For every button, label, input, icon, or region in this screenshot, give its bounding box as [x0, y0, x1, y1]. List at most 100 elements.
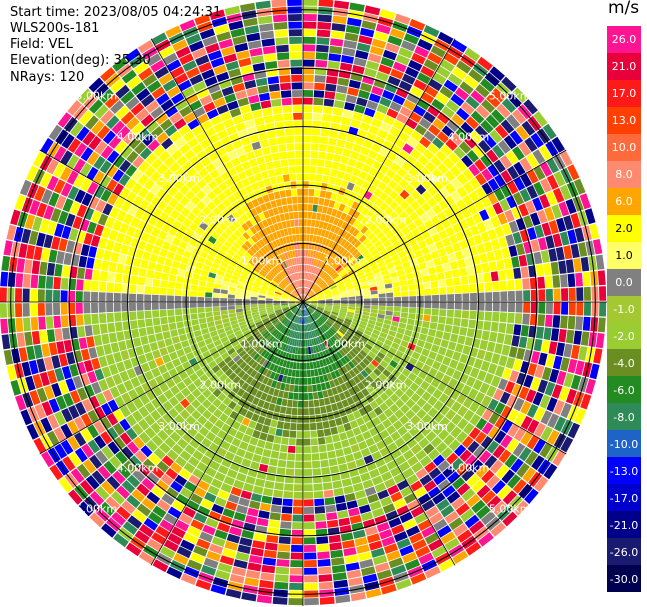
velocity-cell [375, 71, 389, 82]
velocity-cell [364, 329, 372, 336]
velocity-cell [147, 261, 156, 271]
velocity-cell [447, 215, 458, 226]
velocity-cell [343, 422, 352, 432]
velocity-cell [352, 184, 361, 194]
velocity-cell [216, 147, 227, 158]
velocity-cell [311, 135, 320, 144]
velocity-cell [318, 236, 324, 245]
velocity-cell [424, 532, 440, 545]
velocity-cell [162, 424, 174, 436]
velocity-cell [238, 497, 250, 507]
velocity-cell [319, 282, 326, 288]
velocity-cell [373, 111, 386, 122]
velocity-cell [507, 312, 515, 324]
velocity-cell [368, 167, 379, 177]
velocity-cell [383, 378, 393, 388]
velocity-cell [303, 309, 306, 317]
velocity-cell [268, 336, 275, 343]
velocity-cell [352, 384, 361, 394]
velocity-cell [412, 539, 427, 551]
velocity-cell [469, 130, 483, 144]
velocity-cell [274, 482, 284, 491]
velocity-cell [404, 348, 414, 357]
velocity-cell [206, 201, 217, 211]
velocity-cell [252, 397, 260, 406]
velocity-cell [416, 256, 425, 264]
velocity-cell [341, 273, 349, 279]
velocity-cell [225, 268, 234, 275]
velocity-cell [110, 251, 120, 263]
velocity-cell [437, 479, 451, 492]
velocity-cell [328, 200, 336, 208]
velocity-cell [368, 351, 377, 359]
velocity-cell [225, 588, 242, 599]
velocity-cell [335, 594, 351, 604]
velocity-cell [413, 160, 424, 172]
velocity-cell [453, 146, 466, 159]
velocity-cell [339, 271, 347, 277]
velocity-cell [76, 463, 91, 479]
velocity-cell [303, 0, 318, 6]
velocity-cell [162, 354, 172, 364]
velocity-cell [450, 389, 461, 401]
velocity-cell [401, 73, 416, 85]
velocity-cell [239, 235, 247, 243]
velocity-cell [444, 537, 460, 551]
velocity-cell [269, 327, 277, 334]
velocity-cell [137, 240, 147, 251]
velocity-cell [211, 503, 224, 515]
velocity-cell [292, 522, 303, 530]
velocity-cell [281, 306, 289, 309]
velocity-cell [293, 315, 297, 323]
velocity-cell [126, 225, 137, 237]
velocity-cell [308, 307, 314, 313]
velocity-cell [200, 455, 212, 466]
velocity-cell [290, 283, 295, 290]
velocity-cell [294, 219, 299, 227]
velocity-cell [492, 202, 504, 215]
velocity-cell [91, 302, 99, 314]
velocity-cell [303, 514, 315, 522]
velocity-cell [573, 178, 586, 195]
velocity-cell [357, 326, 365, 333]
velocity-cell [325, 504, 337, 513]
velocity-cell [255, 345, 263, 353]
velocity-cell [522, 313, 530, 325]
velocity-cell [252, 109, 263, 119]
velocity-cell [386, 292, 394, 298]
velocity-cell [280, 382, 286, 391]
velocity-cell [341, 196, 349, 205]
velocity-cell [274, 277, 281, 283]
velocity-cell [258, 463, 269, 473]
velocity-cell [328, 281, 336, 287]
velocity-cell [108, 135, 122, 149]
velocity-cell [575, 272, 583, 287]
velocity-cell [114, 283, 122, 293]
velocity-cell [125, 542, 142, 557]
velocity-cell [93, 185, 106, 199]
velocity-cell [21, 361, 32, 377]
velocity-cell [65, 240, 76, 253]
velocity-cell [207, 180, 218, 190]
velocity-cell [315, 513, 326, 522]
velocity-cell [114, 196, 125, 209]
velocity-cell [456, 173, 468, 186]
velocity-cell [185, 244, 195, 253]
velocity-cell [233, 253, 242, 261]
velocity-cell [188, 155, 200, 167]
velocity-cell [203, 173, 214, 184]
velocity-cell [331, 325, 338, 332]
velocity-cell [282, 306, 289, 310]
velocity-cell [348, 369, 357, 378]
velocity-cell [539, 394, 551, 409]
velocity-cell [382, 49, 397, 61]
velocity-cell [498, 322, 507, 334]
velocity-cell [559, 184, 572, 201]
velocity-cell [393, 306, 401, 312]
velocity-cell [289, 313, 295, 320]
velocity-cell [410, 480, 423, 492]
velocity-cell [314, 506, 326, 514]
velocity-cell [243, 296, 251, 300]
velocity-cell [244, 451, 254, 461]
velocity-cell [346, 500, 358, 510]
